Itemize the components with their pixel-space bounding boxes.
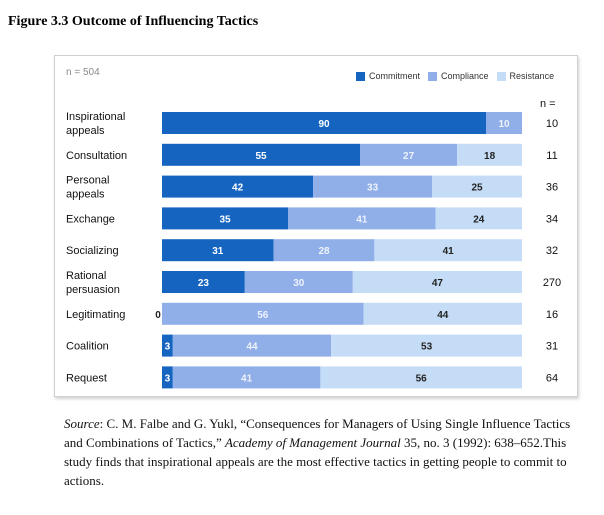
source-journal: Academy of Management Journal xyxy=(224,435,401,450)
n-value-request: 64 xyxy=(546,372,558,384)
category-label-coalition: Coalition xyxy=(66,341,109,353)
n-column-header: n = xyxy=(540,98,556,110)
value-label-compliance-rational-persuasion: 30 xyxy=(293,278,305,289)
chart-legend: Commitment Compliance Resistance xyxy=(356,71,554,81)
bar-compliance-socializing xyxy=(273,239,375,262)
source-text-b: 35, no. 3 (1992): 638–652.This study fin… xyxy=(64,435,567,488)
bar-resistance-legitimating xyxy=(363,302,522,325)
value-label-compliance-legitimating: 56 xyxy=(257,310,269,321)
value-label-commitment-exchange: 35 xyxy=(219,214,231,225)
legend-swatch-commitment xyxy=(356,71,365,81)
value-label-resistance-socializing: 41 xyxy=(443,246,455,257)
value-label-commitment-inspirational-appeals: 90 xyxy=(318,119,330,130)
source-text-a: : C. M. Falbe and G. Yukl, “Consequences… xyxy=(64,416,571,450)
n-value-exchange: 34 xyxy=(546,213,558,225)
figure-title: Figure 3.3 Outcome of Influencing Tactic… xyxy=(8,14,259,29)
value-label-commitment-personal-appeals: 42 xyxy=(232,183,244,194)
legend-swatch-resistance xyxy=(496,71,506,81)
bar-compliance-coalition xyxy=(172,334,332,357)
category-label-exchange: Exchange xyxy=(66,213,115,225)
value-label-resistance-legitimating: 44 xyxy=(437,310,449,321)
source-label: Source xyxy=(64,416,100,431)
bar-commitment-personal-appeals xyxy=(162,175,314,198)
category-label-inspirational-appeals: Inspirational appeals xyxy=(66,111,125,137)
value-label-commitment-rational-persuasion: 23 xyxy=(198,278,210,289)
value-label-commitment-socializing: 31 xyxy=(212,246,224,257)
value-label-compliance-exchange: 41 xyxy=(356,214,368,225)
bar-commitment-consultation xyxy=(162,143,360,166)
value-label-resistance-consultation: 18 xyxy=(484,151,496,162)
n-value-socializing: 32 xyxy=(546,245,558,257)
category-label-personal-appeals: Personal appeals xyxy=(66,175,109,201)
legend-label-commitment: Commitment xyxy=(369,71,421,81)
value-label-resistance-rational-persuasion: 47 xyxy=(432,278,444,289)
sample-size-label: n = 504 xyxy=(66,67,100,78)
value-label-compliance-inspirational-appeals: 10 xyxy=(498,119,510,130)
legend-item-commitment: Commitment xyxy=(356,71,420,81)
bar-resistance-personal-appeals xyxy=(432,175,522,198)
bar-resistance-rational-persuasion xyxy=(352,271,522,293)
bar-compliance-inspirational-appeals xyxy=(486,112,522,134)
value-label-compliance-consultation: 27 xyxy=(403,151,415,162)
bar-commitment-inspirational-appeals xyxy=(162,112,486,134)
bar-commitment-rational-persuasion xyxy=(162,271,245,293)
bar-commitment-request xyxy=(162,366,173,389)
value-label-resistance-request: 56 xyxy=(416,373,428,384)
category-label-consultation: Consultation xyxy=(66,150,127,162)
value-label-commitment-consultation: 55 xyxy=(255,151,267,162)
bar-resistance-exchange xyxy=(435,207,522,230)
legend-swatch-compliance xyxy=(428,71,438,81)
value-label-resistance-personal-appeals: 25 xyxy=(471,183,483,194)
category-label-legitimating: Legitimating xyxy=(66,309,125,321)
value-box-commitment-legitimating xyxy=(153,306,163,321)
bar-commitment-socializing xyxy=(162,239,274,262)
value-label-compliance-socializing: 28 xyxy=(318,246,330,257)
n-value-coalition: 31 xyxy=(546,341,558,353)
bar-compliance-consultation xyxy=(360,143,458,166)
value-label-commitment-request: 3 xyxy=(165,373,171,384)
bar-compliance-request xyxy=(172,366,321,389)
bar-commitment-coalition xyxy=(162,334,173,357)
value-label-compliance-request: 41 xyxy=(241,373,253,384)
bar-compliance-rational-persuasion xyxy=(244,271,353,293)
category-label-rational-persuasion: Rational persuasion xyxy=(66,270,120,296)
legend-label-resistance: Resistance xyxy=(509,71,555,81)
legend-label-compliance: Compliance xyxy=(441,71,489,81)
n-value-legitimating: 16 xyxy=(546,309,558,321)
value-label-resistance-coalition: 53 xyxy=(421,342,433,353)
bar-resistance-coalition xyxy=(331,334,522,357)
n-value-consultation: 11 xyxy=(546,150,557,162)
legend-item-compliance: Compliance xyxy=(428,71,489,81)
bar-compliance-legitimating xyxy=(162,302,364,325)
value-label-resistance-exchange: 24 xyxy=(473,214,485,225)
category-label-request: Request xyxy=(66,372,107,384)
bar-resistance-socializing xyxy=(374,239,522,262)
legend-item-resistance: Resistance xyxy=(496,71,555,81)
bar-compliance-exchange xyxy=(288,207,436,230)
n-value-inspirational-appeals: 10 xyxy=(546,118,558,130)
bar-compliance-personal-appeals xyxy=(313,175,432,198)
value-label-commitment-coalition: 3 xyxy=(165,342,171,353)
n-value-personal-appeals: 36 xyxy=(546,182,558,194)
bar-resistance-consultation xyxy=(457,143,522,166)
bar-commitment-exchange xyxy=(162,207,288,230)
value-label-compliance-personal-appeals: 33 xyxy=(367,183,379,194)
value-label-compliance-coalition: 44 xyxy=(246,342,258,353)
value-label-commitment-legitimating: 0 xyxy=(155,310,161,321)
source-citation: Source: C. M. Falbe and G. Yukl, “Conseq… xyxy=(64,414,574,490)
bar-resistance-request xyxy=(320,366,522,389)
category-label-socializing: Socializing xyxy=(66,245,119,257)
n-value-rational-persuasion: 270 xyxy=(543,277,561,289)
